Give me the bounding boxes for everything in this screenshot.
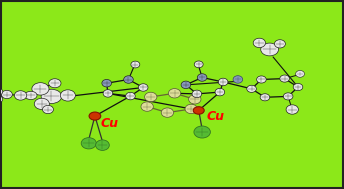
Ellipse shape: [0, 88, 3, 95]
Text: Cu: Cu: [206, 110, 224, 123]
Ellipse shape: [14, 91, 27, 100]
Ellipse shape: [34, 98, 49, 109]
Ellipse shape: [215, 88, 225, 96]
Ellipse shape: [260, 94, 270, 101]
Ellipse shape: [194, 61, 203, 68]
Ellipse shape: [218, 78, 228, 86]
Ellipse shape: [194, 126, 211, 138]
Ellipse shape: [161, 108, 174, 117]
Ellipse shape: [295, 70, 304, 77]
Ellipse shape: [41, 89, 62, 104]
Ellipse shape: [25, 91, 37, 100]
Ellipse shape: [138, 84, 148, 91]
Ellipse shape: [32, 83, 49, 95]
Ellipse shape: [60, 90, 75, 101]
Ellipse shape: [144, 92, 157, 102]
Ellipse shape: [261, 43, 279, 56]
Ellipse shape: [192, 90, 202, 98]
Ellipse shape: [96, 140, 109, 150]
Ellipse shape: [124, 76, 133, 83]
Ellipse shape: [193, 107, 204, 114]
Ellipse shape: [197, 74, 207, 81]
Ellipse shape: [275, 40, 286, 48]
Ellipse shape: [253, 38, 266, 48]
Ellipse shape: [247, 85, 256, 92]
Ellipse shape: [131, 61, 140, 68]
Ellipse shape: [43, 105, 53, 114]
Ellipse shape: [189, 95, 201, 104]
Ellipse shape: [89, 112, 101, 120]
Ellipse shape: [81, 138, 96, 149]
Ellipse shape: [103, 90, 113, 97]
Ellipse shape: [0, 96, 3, 103]
Ellipse shape: [185, 104, 197, 114]
Ellipse shape: [280, 75, 289, 82]
Ellipse shape: [49, 79, 61, 88]
Ellipse shape: [293, 84, 303, 91]
Ellipse shape: [233, 76, 243, 83]
Ellipse shape: [168, 89, 181, 98]
Text: Cu: Cu: [100, 117, 118, 130]
Ellipse shape: [181, 81, 191, 89]
Ellipse shape: [1, 90, 12, 99]
Ellipse shape: [126, 92, 135, 100]
Ellipse shape: [257, 76, 266, 83]
Ellipse shape: [286, 105, 299, 114]
Ellipse shape: [102, 79, 111, 87]
Ellipse shape: [141, 102, 153, 111]
Ellipse shape: [283, 93, 293, 100]
